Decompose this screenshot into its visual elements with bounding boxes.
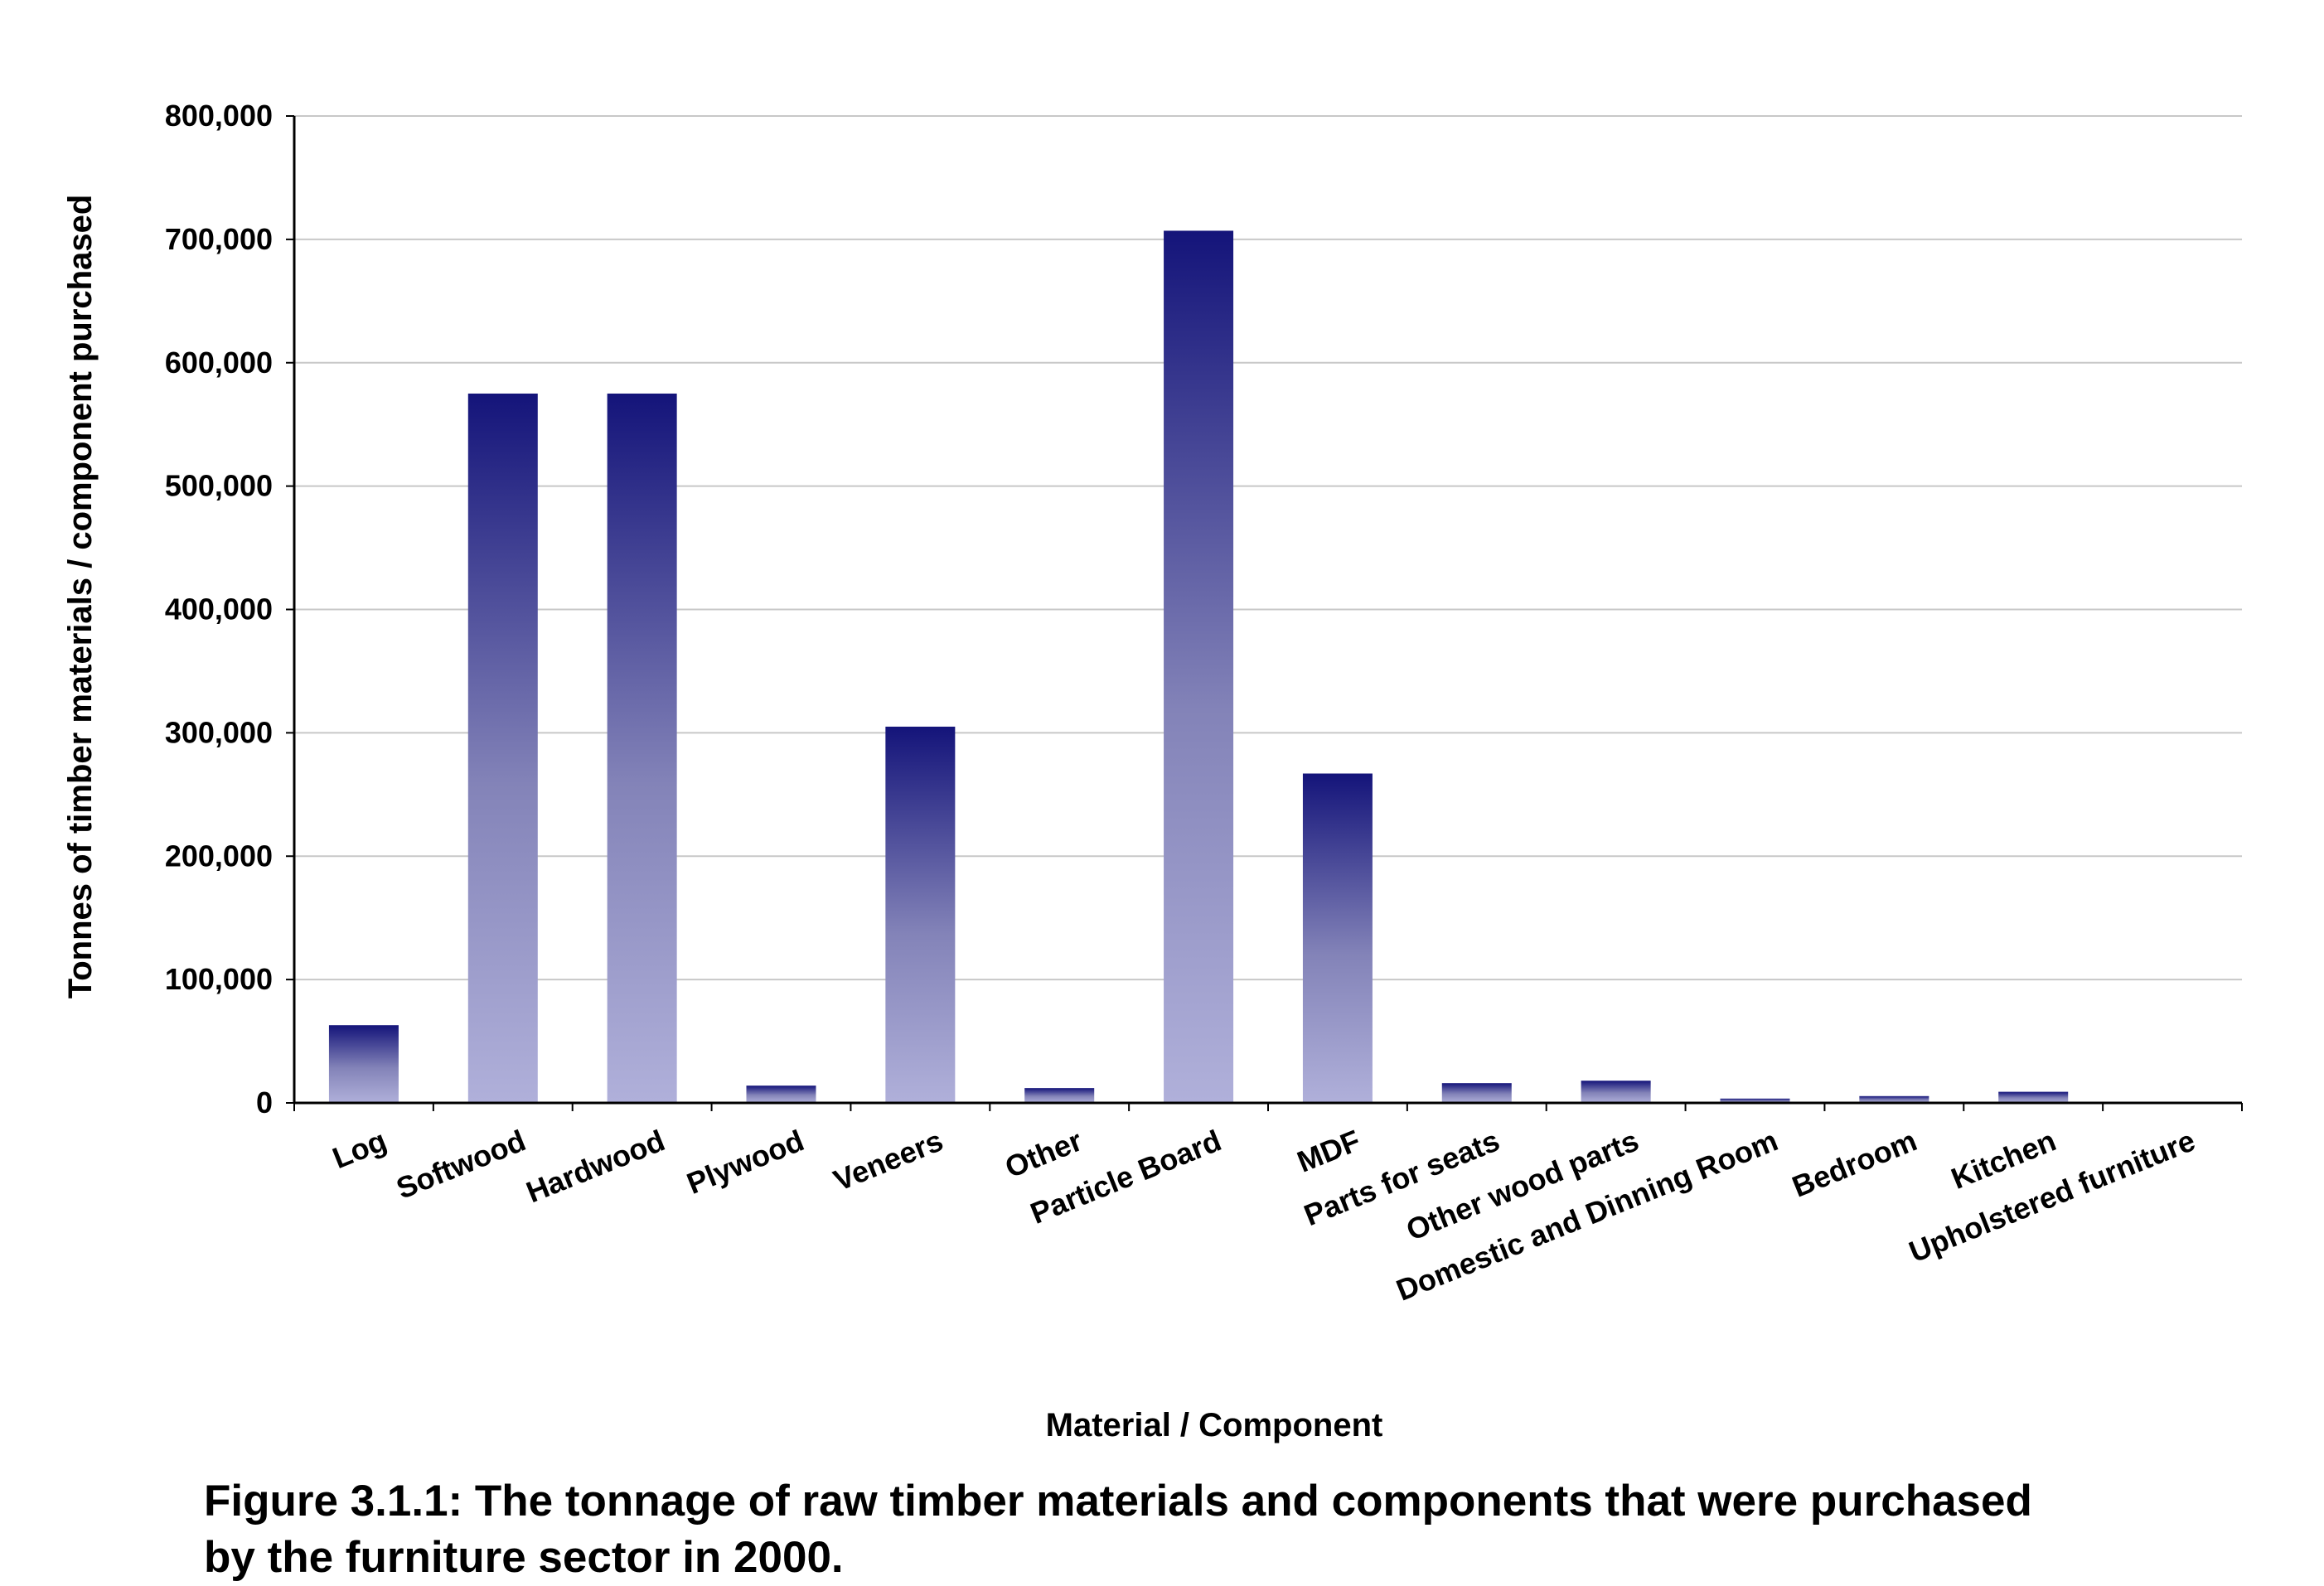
y-tick-label: 0 [256, 1086, 273, 1119]
y-tick-label: 400,000 [165, 592, 273, 626]
x-tick-label: Hardwood [521, 1123, 670, 1209]
y-tick-label: 100,000 [165, 962, 273, 996]
bar [607, 393, 677, 1103]
bar [1581, 1081, 1651, 1103]
y-tick-label: 300,000 [165, 715, 273, 749]
axes [286, 115, 2243, 1111]
figure-caption: Figure 3.1.1: The tonnage of raw timber … [204, 1473, 2193, 1586]
bar [885, 726, 956, 1103]
bars [328, 230, 2069, 1103]
bar [1859, 1095, 1929, 1103]
bar [467, 393, 538, 1103]
bar [1024, 1088, 1095, 1103]
bar [1441, 1083, 1512, 1103]
y-tick-label: 800,000 [165, 99, 273, 133]
bar [328, 1025, 399, 1103]
x-tick-label: Plywood [682, 1123, 809, 1200]
x-tick-label: Veneers [829, 1123, 947, 1197]
bar [1164, 230, 1234, 1103]
x-tick-label: Softwood [391, 1123, 530, 1205]
bar [1302, 773, 1373, 1103]
x-tick-label: Log [327, 1123, 391, 1175]
bar [746, 1086, 816, 1103]
x-tick-label: Bedroom [1787, 1123, 1921, 1203]
x-tick-label: Other [1000, 1123, 1087, 1184]
y-tick-label: 500,000 [165, 469, 273, 503]
bar [1720, 1098, 1790, 1103]
x-tick-label: MDF [1292, 1123, 1365, 1178]
y-tick-labels: 0 100,000 200,000 300,000 400,000 500,000 600,… [165, 99, 273, 1119]
bar [1998, 1091, 2069, 1103]
y-tick-label: 200,000 [165, 839, 273, 873]
caption-line-1: Figure 3.1.1: The tonnage of raw timber … [204, 1477, 2032, 1526]
y-tick-label: 600,000 [165, 346, 273, 380]
gridlines [294, 115, 2242, 981]
caption-line-2: by the furniture sector in 2000. [204, 1533, 844, 1582]
bar-chart: 0 100,000 200,000 300,000 400,000 500,000 600,… [62, 99, 2243, 1443]
y-tick-label: 700,000 [165, 222, 273, 256]
x-axis-title: Material / Component [1046, 1407, 1383, 1443]
y-axis-title: Tonnes of timber materials / component p… [62, 195, 99, 999]
